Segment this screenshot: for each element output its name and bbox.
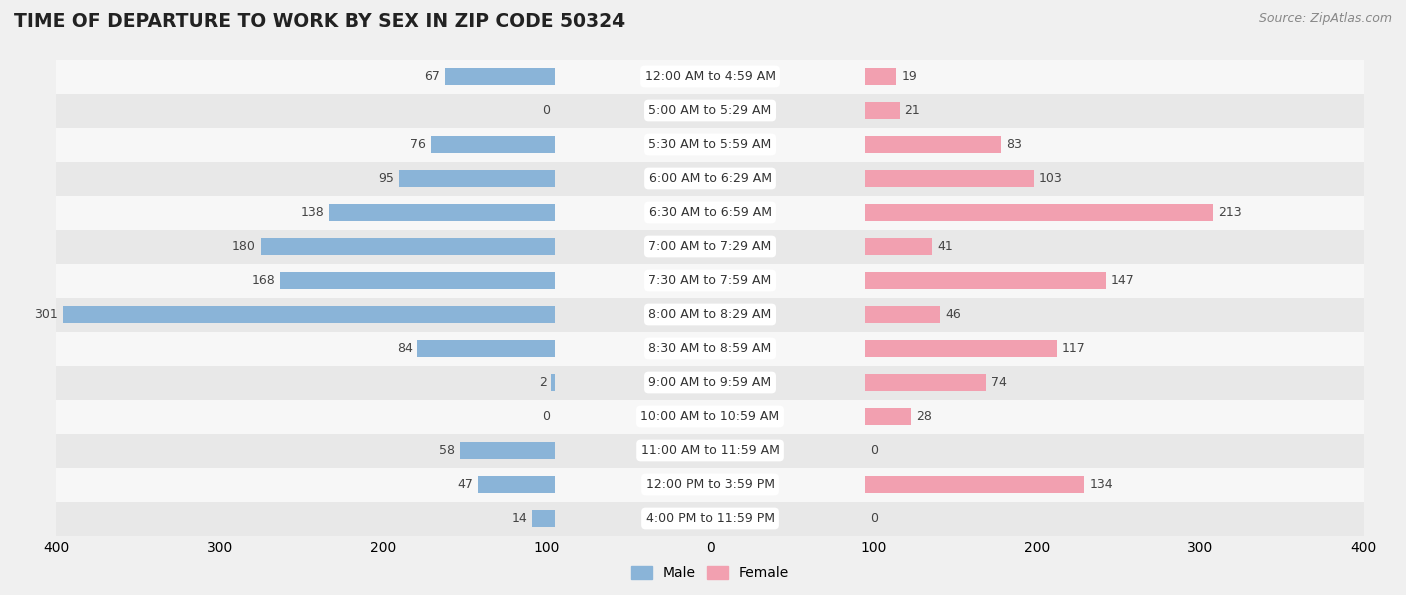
Text: 5:30 AM to 5:59 AM: 5:30 AM to 5:59 AM [648,138,772,151]
Text: 117: 117 [1062,342,1085,355]
Text: 5:00 AM to 5:29 AM: 5:00 AM to 5:29 AM [648,104,772,117]
Bar [865,272,1105,289]
Bar [865,170,1033,187]
Bar [56,264,1364,298]
Text: 21: 21 [904,104,921,117]
Text: 0: 0 [541,104,550,117]
Text: 10:00 AM to 10:59 AM: 10:00 AM to 10:59 AM [641,410,779,423]
Text: 83: 83 [1005,138,1022,151]
Bar [56,196,1364,230]
Text: 74: 74 [991,376,1007,389]
Bar [280,272,555,289]
Text: 12:00 AM to 4:59 AM: 12:00 AM to 4:59 AM [644,70,776,83]
Text: 7:30 AM to 7:59 AM: 7:30 AM to 7:59 AM [648,274,772,287]
Bar [56,434,1364,468]
Text: 213: 213 [1219,206,1241,219]
Bar [865,237,932,255]
Bar [56,298,1364,331]
Text: 138: 138 [301,206,325,219]
Bar [56,468,1364,502]
Text: 28: 28 [915,410,932,423]
Text: 0: 0 [870,444,879,457]
Text: 14: 14 [512,512,527,525]
Text: 67: 67 [425,70,440,83]
Bar [478,475,555,493]
Text: 6:30 AM to 6:59 AM: 6:30 AM to 6:59 AM [648,206,772,219]
Text: 84: 84 [396,342,412,355]
Text: 134: 134 [1090,478,1114,491]
Bar [56,365,1364,399]
Bar [56,93,1364,127]
Bar [56,230,1364,264]
Text: 6:00 AM to 6:29 AM: 6:00 AM to 6:29 AM [648,172,772,185]
Bar [865,136,1001,154]
Bar [56,60,1364,93]
Legend: Male, Female: Male, Female [626,560,794,585]
Text: 41: 41 [938,240,953,253]
Bar [399,170,555,187]
Bar [63,306,555,323]
Bar [260,237,555,255]
Bar [329,203,555,221]
Bar [551,374,555,392]
Bar [430,136,555,154]
Text: 0: 0 [870,512,879,525]
Text: 301: 301 [34,308,58,321]
Bar [865,475,1084,493]
Bar [865,203,1213,221]
Bar [865,408,911,425]
Text: Source: ZipAtlas.com: Source: ZipAtlas.com [1258,12,1392,25]
Text: 4:00 PM to 11:59 PM: 4:00 PM to 11:59 PM [645,512,775,525]
Bar [865,306,941,323]
Bar [56,331,1364,365]
Text: 8:30 AM to 8:59 AM: 8:30 AM to 8:59 AM [648,342,772,355]
Bar [531,510,555,527]
Bar [56,502,1364,536]
Bar [865,68,897,85]
Bar [56,127,1364,161]
Bar [460,441,555,459]
Text: 147: 147 [1111,274,1135,287]
Text: 76: 76 [409,138,426,151]
Bar [865,340,1056,358]
Bar [418,340,555,358]
Bar [865,374,986,392]
Text: 2: 2 [538,376,547,389]
Text: 9:00 AM to 9:59 AM: 9:00 AM to 9:59 AM [648,376,772,389]
Text: 180: 180 [232,240,256,253]
Text: 95: 95 [378,172,395,185]
Text: TIME OF DEPARTURE TO WORK BY SEX IN ZIP CODE 50324: TIME OF DEPARTURE TO WORK BY SEX IN ZIP … [14,12,626,31]
Text: 19: 19 [901,70,917,83]
Text: 8:00 AM to 8:29 AM: 8:00 AM to 8:29 AM [648,308,772,321]
Text: 7:00 AM to 7:29 AM: 7:00 AM to 7:29 AM [648,240,772,253]
Text: 58: 58 [439,444,456,457]
Text: 0: 0 [541,410,550,423]
Text: 168: 168 [252,274,276,287]
Text: 47: 47 [457,478,472,491]
Bar [446,68,555,85]
Text: 103: 103 [1039,172,1063,185]
Bar [56,399,1364,434]
Text: 12:00 PM to 3:59 PM: 12:00 PM to 3:59 PM [645,478,775,491]
Bar [56,161,1364,196]
Text: 46: 46 [945,308,962,321]
Text: 11:00 AM to 11:59 AM: 11:00 AM to 11:59 AM [641,444,779,457]
Bar [865,102,900,120]
